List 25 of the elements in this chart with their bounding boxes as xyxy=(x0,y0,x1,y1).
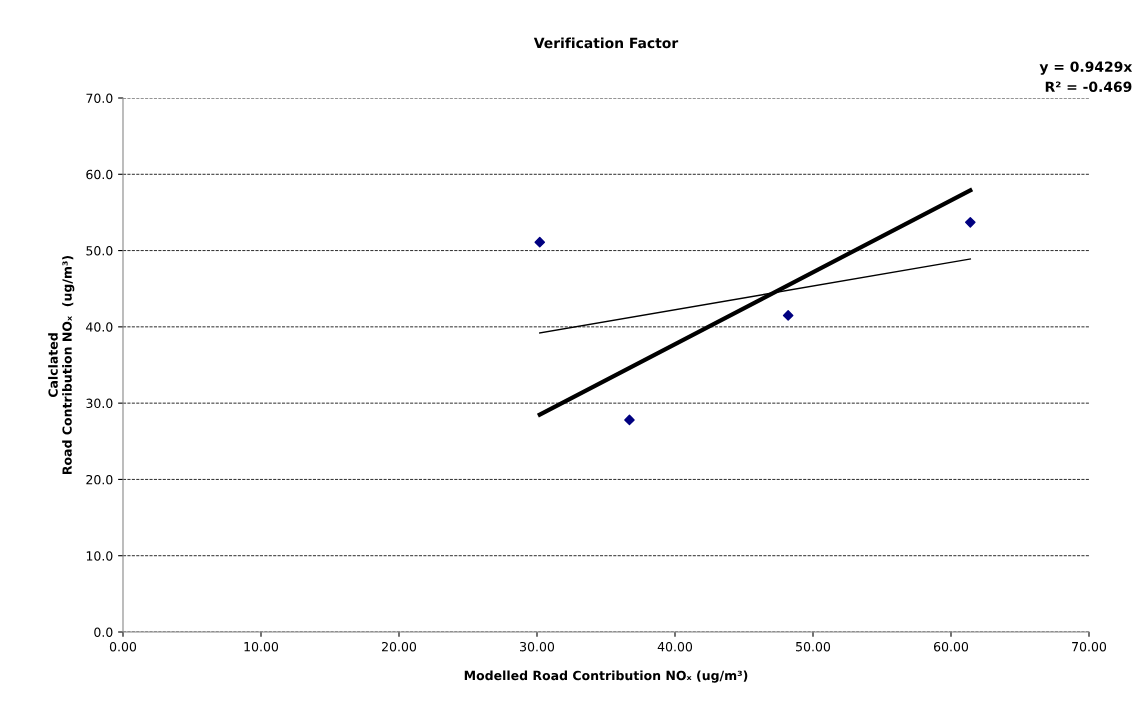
point xyxy=(624,414,635,426)
y-tick-label: 70.0 xyxy=(86,93,113,103)
y-tick-label: 50.0 xyxy=(86,246,113,256)
x-tick-label: 40.00 xyxy=(657,641,693,652)
x-axis-title: Modelled Road Contribution NOₓ (ug/m³) xyxy=(464,670,748,683)
x-tick-label: 50.00 xyxy=(796,641,831,652)
x-tick-label: 30.00 xyxy=(520,641,555,652)
chart-title: Verification Factor xyxy=(533,37,679,49)
x-tick-label: 0.00 xyxy=(109,641,137,652)
y-tick-label: 10.0 xyxy=(86,551,113,561)
point xyxy=(965,217,976,228)
y-tick-label: 60.0 xyxy=(86,169,113,180)
point xyxy=(534,236,546,248)
y-axis-title: Calclated Road Contribution NOₓ (ug/m³) xyxy=(48,255,75,474)
text: R² = -0.469 xyxy=(1045,81,1132,93)
x-tick-label: 60.00 xyxy=(933,641,969,652)
y-tick-label: 40.0 xyxy=(86,322,113,332)
point xyxy=(782,310,794,321)
y-tick-label: 0.0 xyxy=(94,627,113,637)
x-tick-label: 70.00 xyxy=(1072,641,1107,652)
text: y = 0.9429x xyxy=(1039,61,1133,75)
x-tick-label: 20.00 xyxy=(382,641,417,652)
y-tick-label: 20.0 xyxy=(86,474,113,485)
y-tick-label: 30.0 xyxy=(86,398,113,409)
x-tick-label: 10.00 xyxy=(244,641,279,652)
